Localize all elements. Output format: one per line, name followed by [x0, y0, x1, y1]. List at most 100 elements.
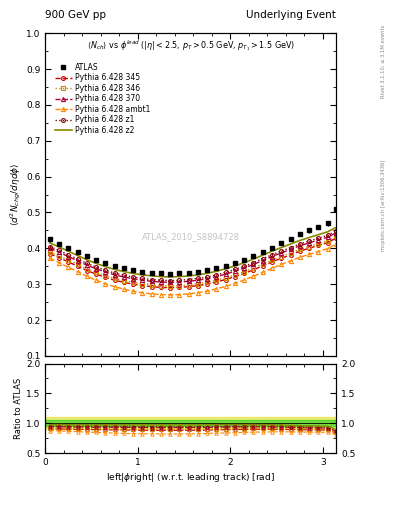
Pythia 6.428 370 [325, 234, 330, 240]
Pythia 6.428 345 [205, 281, 209, 287]
Y-axis label: Ratio to ATLAS: Ratio to ATLAS [14, 378, 23, 439]
Pythia 6.428 ambt1 [205, 288, 209, 294]
Text: $\langle N_{ch} \rangle$ vs $\phi^{lead}$ ($|\eta| < 2.5$, $p_T > 0.5$ GeV, $p_{: $\langle N_{ch} \rangle$ vs $\phi^{lead}… [86, 38, 295, 53]
Pythia 6.428 z2 [298, 238, 302, 244]
Pythia 6.428 z1 [251, 260, 256, 266]
Pythia 6.428 370 [94, 266, 99, 272]
Pythia 6.428 z2 [75, 252, 80, 259]
Pythia 6.428 ambt1 [261, 269, 265, 275]
Pythia 6.428 z2 [270, 248, 274, 254]
Pythia 6.428 346 [242, 268, 246, 274]
Pythia 6.428 346 [149, 282, 154, 288]
Pythia 6.428 345 [112, 277, 117, 283]
Pythia 6.428 z2 [57, 244, 61, 250]
Pythia 6.428 z1 [261, 255, 265, 262]
Pythia 6.428 z2 [140, 272, 145, 278]
Pythia 6.428 370 [131, 275, 136, 282]
Pythia 6.428 z1 [112, 270, 117, 276]
Pythia 6.428 z1 [177, 277, 182, 283]
Pythia 6.428 370 [140, 277, 145, 283]
Y-axis label: $\langle d^2 N_{chg}/d\eta d\phi \rangle$: $\langle d^2 N_{chg}/d\eta d\phi \rangle… [9, 163, 23, 226]
Pythia 6.428 370 [158, 279, 163, 285]
Pythia 6.428 370 [48, 245, 52, 251]
Pythia 6.428 ambt1 [75, 268, 80, 274]
Legend: ATLAS, Pythia 6.428 345, Pythia 6.428 346, Pythia 6.428 370, Pythia 6.428 ambt1,: ATLAS, Pythia 6.428 345, Pythia 6.428 34… [52, 60, 153, 138]
Pythia 6.428 345 [288, 252, 293, 258]
Pythia 6.428 z1 [223, 269, 228, 275]
Pythia 6.428 346 [75, 261, 80, 267]
Pythia 6.428 346 [261, 261, 265, 267]
Pythia 6.428 345 [149, 284, 154, 290]
Pythia 6.428 370 [251, 261, 256, 267]
Pythia 6.428 z2 [334, 224, 338, 230]
Pythia 6.428 345 [307, 245, 311, 251]
Pythia 6.428 345 [66, 259, 71, 265]
Pythia 6.428 345 [121, 280, 126, 286]
Pythia 6.428 345 [334, 235, 338, 241]
Pythia 6.428 370 [186, 278, 191, 284]
Pythia 6.428 z1 [94, 264, 99, 270]
Pythia 6.428 370 [177, 279, 182, 285]
Pythia 6.428 345 [131, 281, 136, 287]
Pythia 6.428 370 [214, 273, 219, 280]
Pythia 6.428 z2 [288, 241, 293, 247]
Pythia 6.428 370 [149, 278, 154, 284]
Pythia 6.428 370 [279, 250, 284, 256]
Text: mcplots.cern.ch [arXiv:1306.3436]: mcplots.cern.ch [arXiv:1306.3436] [381, 159, 386, 250]
Pythia 6.428 370 [307, 240, 311, 246]
Pythia 6.428 z1 [121, 272, 126, 279]
Pythia 6.428 ambt1 [186, 291, 191, 297]
Pythia 6.428 z2 [168, 274, 173, 280]
Pythia 6.428 z1 [149, 276, 154, 283]
Bar [45, 420, 336, 426]
Pythia 6.428 ambt1 [288, 258, 293, 264]
Pythia 6.428 345 [242, 270, 246, 276]
Text: Rivet 3.1.10, ≥ 3.1M events: Rivet 3.1.10, ≥ 3.1M events [381, 25, 386, 98]
Pythia 6.428 z2 [66, 248, 71, 254]
Pythia 6.428 370 [66, 253, 71, 260]
Pythia 6.428 z2 [307, 234, 311, 241]
Pythia 6.428 ambt1 [112, 284, 117, 290]
Pythia 6.428 370 [242, 265, 246, 271]
Pythia 6.428 z2 [251, 256, 256, 262]
Pythia 6.428 z2 [233, 263, 237, 269]
Pythia 6.428 z1 [75, 256, 80, 262]
Pythia 6.428 z2 [223, 266, 228, 272]
Line: Pythia 6.428 346: Pythia 6.428 346 [48, 234, 338, 288]
Pythia 6.428 346 [140, 281, 145, 287]
Pythia 6.428 370 [121, 274, 126, 280]
Pythia 6.428 z1 [48, 243, 52, 249]
Text: 900 GeV pp: 900 GeV pp [45, 10, 106, 20]
Pythia 6.428 ambt1 [270, 265, 274, 271]
Pythia 6.428 346 [270, 257, 274, 263]
Pythia 6.428 ambt1 [251, 273, 256, 280]
Pythia 6.428 346 [57, 253, 61, 259]
Pythia 6.428 z1 [288, 245, 293, 251]
Pythia 6.428 346 [214, 277, 219, 283]
Pythia 6.428 ambt1 [233, 281, 237, 287]
Pythia 6.428 ambt1 [131, 288, 136, 294]
Pythia 6.428 ambt1 [121, 286, 126, 292]
Pythia 6.428 346 [94, 269, 99, 275]
Pythia 6.428 ambt1 [196, 290, 200, 296]
Pythia 6.428 345 [233, 273, 237, 280]
Pythia 6.428 370 [168, 280, 173, 286]
Pythia 6.428 z1 [233, 266, 237, 272]
Pythia 6.428 346 [325, 238, 330, 244]
Pythia 6.428 370 [112, 272, 117, 278]
Bar [45, 417, 336, 429]
Pythia 6.428 345 [94, 271, 99, 277]
Pythia 6.428 346 [103, 272, 108, 279]
Pythia 6.428 345 [103, 274, 108, 281]
Pythia 6.428 370 [223, 271, 228, 277]
Pythia 6.428 z1 [196, 275, 200, 282]
Pythia 6.428 370 [75, 258, 80, 264]
Pythia 6.428 z1 [140, 275, 145, 282]
Pythia 6.428 z2 [158, 273, 163, 280]
Pythia 6.428 370 [270, 253, 274, 260]
Pythia 6.428 z1 [279, 248, 284, 254]
Pythia 6.428 z2 [112, 266, 117, 272]
Pythia 6.428 346 [112, 275, 117, 282]
Pythia 6.428 346 [223, 274, 228, 281]
Pythia 6.428 346 [66, 257, 71, 263]
